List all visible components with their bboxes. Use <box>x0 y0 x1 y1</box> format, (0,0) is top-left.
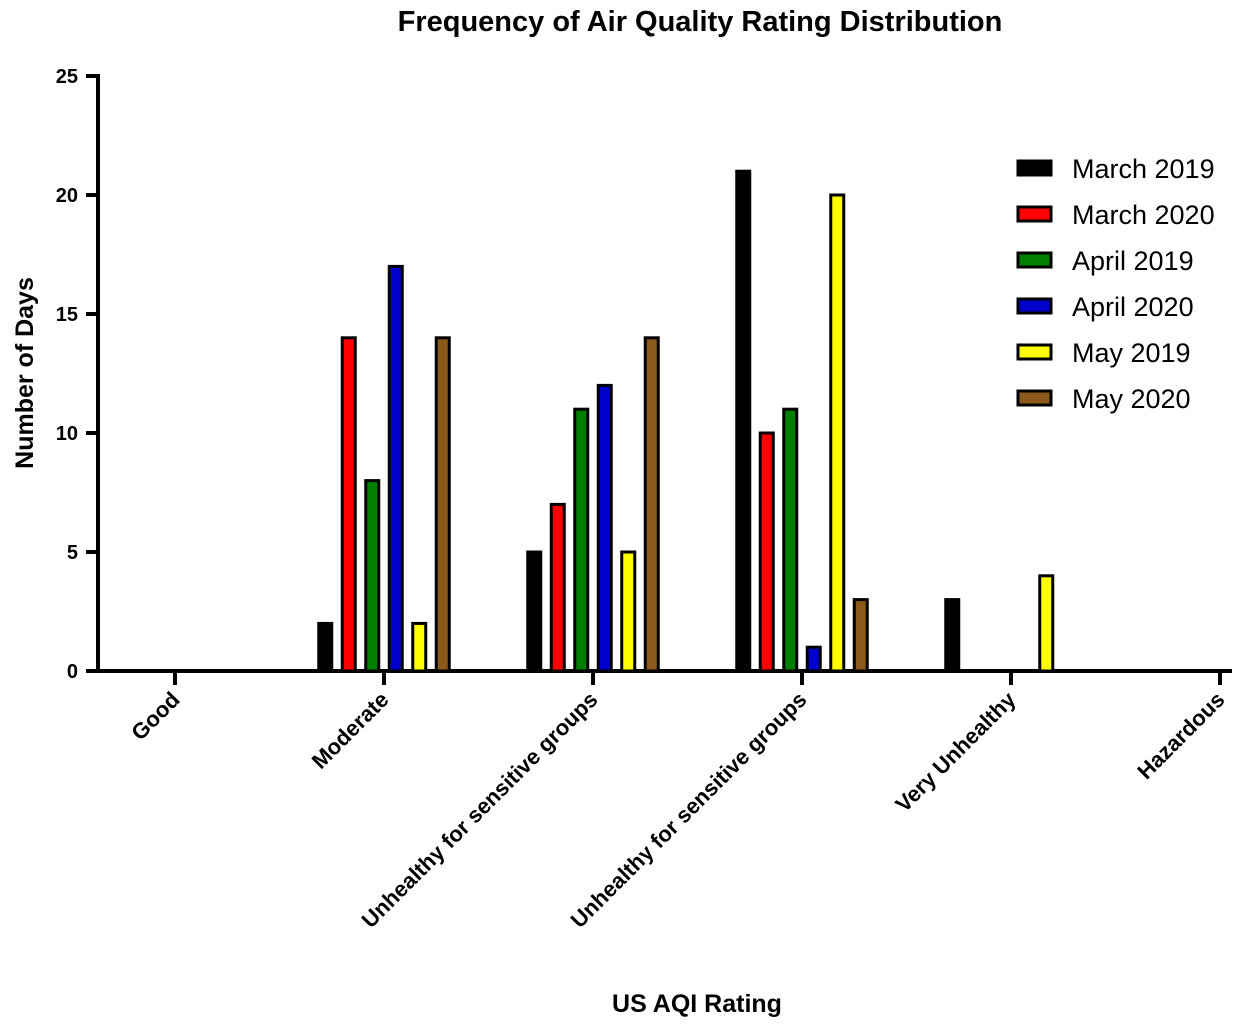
y-tick-label: 5 <box>67 542 78 564</box>
bar <box>387 264 404 673</box>
bar <box>434 336 451 673</box>
legend-label: April 2019 <box>1072 246 1194 276</box>
legend-swatch <box>1016 343 1053 361</box>
legend-label: March 2019 <box>1072 154 1215 184</box>
y-tick-label: 10 <box>56 423 78 445</box>
legend-swatch <box>1016 159 1053 177</box>
y-tick-label: 15 <box>56 304 78 326</box>
y-axis-title: Number of Days <box>11 277 39 469</box>
x-tick-label: Unhealthy for sensitive groups <box>357 687 603 933</box>
bar <box>735 169 752 673</box>
y-axis: 0 5 10 15 20 25 <box>56 66 100 683</box>
x-tick-label: Hazardous <box>1132 687 1229 784</box>
bar <box>317 621 334 673</box>
y-tick-label: 25 <box>56 66 78 88</box>
bar <box>944 598 961 673</box>
legend-label: May 2020 <box>1072 384 1191 414</box>
legend-swatch <box>1016 389 1053 407</box>
legend-swatch <box>1016 205 1053 223</box>
bar <box>549 502 566 673</box>
legend-swatch <box>1016 251 1053 269</box>
bar <box>573 407 590 673</box>
legend-label: March 2020 <box>1072 200 1215 230</box>
bar <box>782 407 799 673</box>
legend: March 2019 March 2020 April 2019 April 2020… <box>1016 154 1215 414</box>
bar <box>805 645 822 673</box>
bar <box>526 550 543 673</box>
bar <box>829 193 846 673</box>
bar <box>852 598 869 673</box>
x-tick-label: Moderate <box>307 687 394 774</box>
x-tick-label: Unhealthy for sensitive groups <box>566 687 812 933</box>
legend-swatch <box>1016 297 1053 315</box>
chart-title: Frequency of Air Quality Rating Distribu… <box>398 6 1003 38</box>
x-tick-label: Very Unhealthy <box>890 686 1021 817</box>
x-tick-label: Good <box>126 687 184 745</box>
y-tick-label: 0 <box>67 661 78 683</box>
legend-label: April 2020 <box>1072 292 1194 322</box>
bar <box>758 431 775 673</box>
bar <box>1038 574 1055 673</box>
bar <box>340 336 357 673</box>
bar <box>596 383 613 673</box>
y-tick-label: 20 <box>56 185 78 207</box>
bar <box>411 621 428 673</box>
bar <box>364 479 381 673</box>
bars <box>317 169 1055 673</box>
bar <box>643 336 660 673</box>
legend-label: May 2019 <box>1072 338 1191 368</box>
bar <box>620 550 637 673</box>
x-axis-title: US AQI Rating <box>612 990 782 1018</box>
